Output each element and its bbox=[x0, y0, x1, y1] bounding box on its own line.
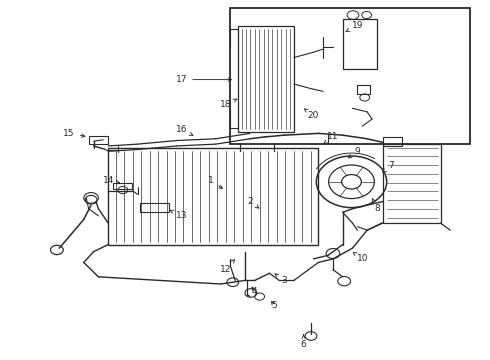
Bar bbox=[140, 203, 169, 212]
Text: 5: 5 bbox=[271, 301, 277, 310]
Text: 3: 3 bbox=[275, 274, 287, 285]
Text: 17: 17 bbox=[176, 75, 231, 84]
Bar bbox=[357, 85, 369, 94]
Text: 14: 14 bbox=[102, 176, 120, 185]
Text: 15: 15 bbox=[63, 129, 85, 138]
Bar bbox=[238, 26, 294, 132]
Text: 12: 12 bbox=[220, 260, 235, 274]
Text: 8: 8 bbox=[372, 199, 380, 213]
Text: 10: 10 bbox=[353, 252, 368, 264]
Bar bbox=[383, 137, 402, 146]
Bar bbox=[108, 148, 319, 244]
Text: 18: 18 bbox=[220, 99, 237, 109]
Text: 13: 13 bbox=[170, 210, 187, 220]
Text: 1: 1 bbox=[208, 176, 222, 189]
Bar bbox=[343, 19, 377, 69]
Bar bbox=[89, 136, 108, 144]
Bar bbox=[113, 183, 132, 189]
Bar bbox=[230, 8, 470, 144]
Text: 2: 2 bbox=[247, 197, 259, 208]
Text: 19: 19 bbox=[346, 21, 363, 31]
Text: 4: 4 bbox=[252, 287, 258, 296]
Text: 16: 16 bbox=[176, 125, 193, 135]
Text: 20: 20 bbox=[304, 109, 319, 120]
Bar bbox=[383, 144, 441, 223]
Text: 11: 11 bbox=[324, 132, 339, 144]
Text: 9: 9 bbox=[348, 147, 360, 158]
Text: 6: 6 bbox=[301, 335, 307, 350]
Text: 7: 7 bbox=[383, 161, 394, 172]
